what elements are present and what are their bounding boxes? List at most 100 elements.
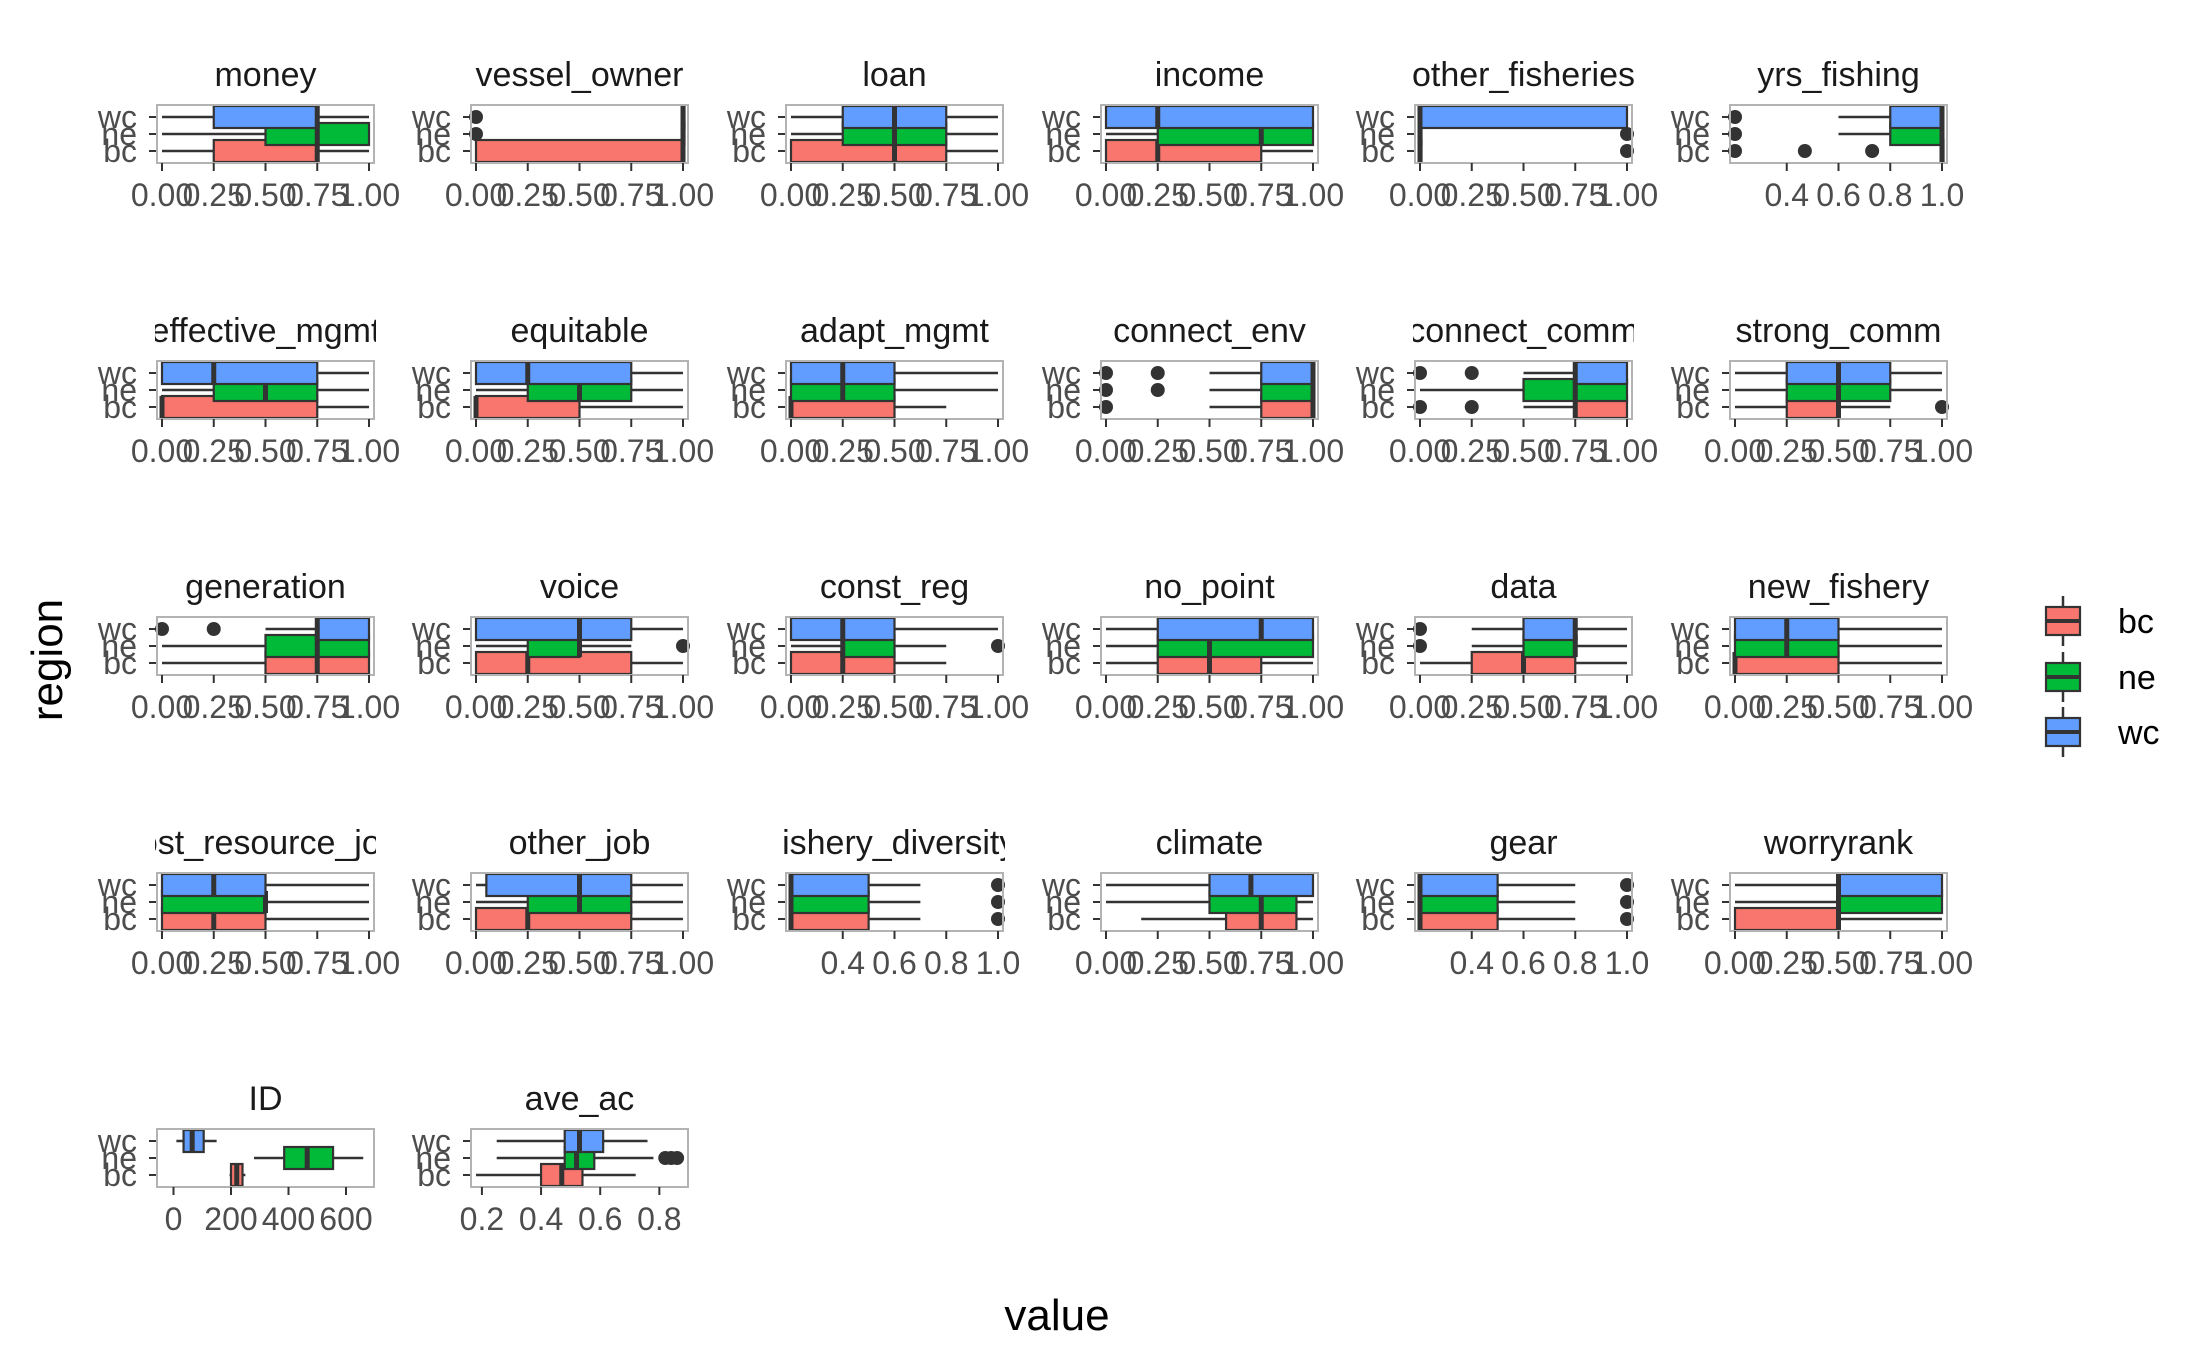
x-tick-label: 0.50	[1492, 433, 1554, 469]
x-tick-label: 0.75	[600, 689, 662, 725]
panel-title: equitable	[510, 312, 648, 350]
y-tick-label-ne: ne	[1359, 116, 1395, 152]
x-tick-label: 0.00	[445, 177, 507, 213]
y-tick-label-ne: ne	[415, 628, 451, 664]
outlier-point	[1620, 144, 1634, 158]
panel-title: other_fisheries	[1412, 56, 1635, 94]
y-tick-label-wc: wc	[411, 611, 451, 647]
y-tick-label-wc: wc	[1041, 611, 1081, 647]
x-tick-label: 0.50	[1178, 689, 1240, 725]
y-tick-label-bc: bc	[103, 133, 137, 169]
x-tick-label: 0.75	[286, 689, 348, 725]
box-wc	[1106, 616, 1315, 642]
y-tick-label-ne: ne	[101, 372, 137, 408]
y-tick-label-bc: bc	[1361, 389, 1395, 425]
x-tick-label: 0.00	[1704, 945, 1766, 981]
outlier-point	[991, 912, 1005, 926]
y-tick-label-bc: bc	[417, 645, 451, 681]
y-tick-label-ne: ne	[415, 1140, 451, 1176]
x-tick-label: 0.75	[1859, 433, 1921, 469]
x-tick-label: 0.50	[234, 177, 296, 213]
x-tick-label: 0.75	[915, 177, 977, 213]
x-tick-label: 0.00	[1704, 433, 1766, 469]
x-tick-label: 0	[165, 1201, 183, 1237]
y-tick-label-wc: wc	[97, 867, 137, 903]
panel-title: income	[1155, 56, 1265, 94]
x-tick-label: 1.00	[338, 433, 400, 469]
x-tick-label: 1.00	[1911, 689, 1973, 725]
y-tick-label-bc: bc	[732, 645, 766, 681]
x-tick-label: 1.00	[1596, 689, 1658, 725]
box-wc	[788, 872, 1005, 898]
outlier-point	[1413, 622, 1427, 636]
box-wc	[1417, 872, 1634, 898]
outlier-point	[1099, 383, 1113, 397]
x-tick-label: 0.25	[497, 177, 559, 213]
x-tick-label: 0.25	[183, 177, 245, 213]
y-tick-label-wc: wc	[1670, 611, 1710, 647]
box-wc	[1417, 104, 1629, 130]
outlier-point	[991, 878, 1005, 892]
box-wc	[155, 616, 371, 642]
outlier-point	[991, 639, 1005, 653]
y-tick-label-bc: bc	[1676, 901, 1710, 937]
legend-item-bc: bc	[2044, 596, 2154, 646]
y-tick-label-bc: bc	[732, 901, 766, 937]
x-tick-label: 0.6	[1501, 945, 1545, 981]
outlier-point	[1620, 878, 1634, 892]
box-iqr	[1733, 906, 1840, 932]
y-tick-label-bc: bc	[1361, 645, 1395, 681]
outlier-point	[991, 895, 1005, 909]
x-tick-label: 0.00	[131, 689, 193, 725]
x-tick-label: 0.25	[497, 689, 559, 725]
x-tick-label: 0.00	[1075, 433, 1137, 469]
y-tick-label-bc: bc	[1676, 133, 1710, 169]
panel-title: ave_ac	[525, 1080, 635, 1118]
y-tick-label-bc: bc	[1047, 133, 1081, 169]
x-tick-label: 400	[262, 1201, 315, 1237]
x-tick-label: 1.00	[652, 689, 714, 725]
y-tick-label-wc: wc	[97, 99, 137, 135]
y-tick-label-wc: wc	[411, 867, 451, 903]
y-tick-label-wc: wc	[726, 355, 766, 391]
y-tick-label-bc: bc	[103, 901, 137, 937]
y-tick-label-ne: ne	[1674, 628, 1710, 664]
x-tick-label: 0.25	[1127, 689, 1189, 725]
x-tick-label: 1.00	[1596, 177, 1658, 213]
y-tick-label-bc: bc	[417, 1157, 451, 1193]
box-wc	[160, 360, 369, 386]
x-tick-label: 0.75	[1544, 177, 1606, 213]
box-wc	[474, 616, 683, 642]
x-tick-label: 1.00	[1282, 177, 1344, 213]
y-tick-label-ne: ne	[1674, 884, 1710, 920]
panel-title: no_point	[1144, 568, 1275, 606]
y-tick-label-ne: ne	[101, 1140, 137, 1176]
x-tick-label: 0.25	[1127, 945, 1189, 981]
x-tick-label: 0.4	[1450, 945, 1494, 981]
box-iqr	[212, 104, 319, 130]
x-tick-label: 0.00	[760, 177, 822, 213]
y-tick-label-wc: wc	[1355, 99, 1395, 135]
outlier-point	[1728, 127, 1742, 141]
x-tick-label: 0.75	[1230, 177, 1292, 213]
panel-title: const_reg	[820, 568, 969, 606]
y-tick-label-wc: wc	[1355, 355, 1395, 391]
x-tick-label: 0.4	[1765, 177, 1809, 213]
box-iqr	[474, 616, 633, 642]
x-tick-label: 0.25	[812, 689, 874, 725]
y-tick-label-ne: ne	[415, 884, 451, 920]
y-tick-label-wc: wc	[1041, 355, 1081, 391]
x-tick-label: 0.50	[1492, 177, 1554, 213]
